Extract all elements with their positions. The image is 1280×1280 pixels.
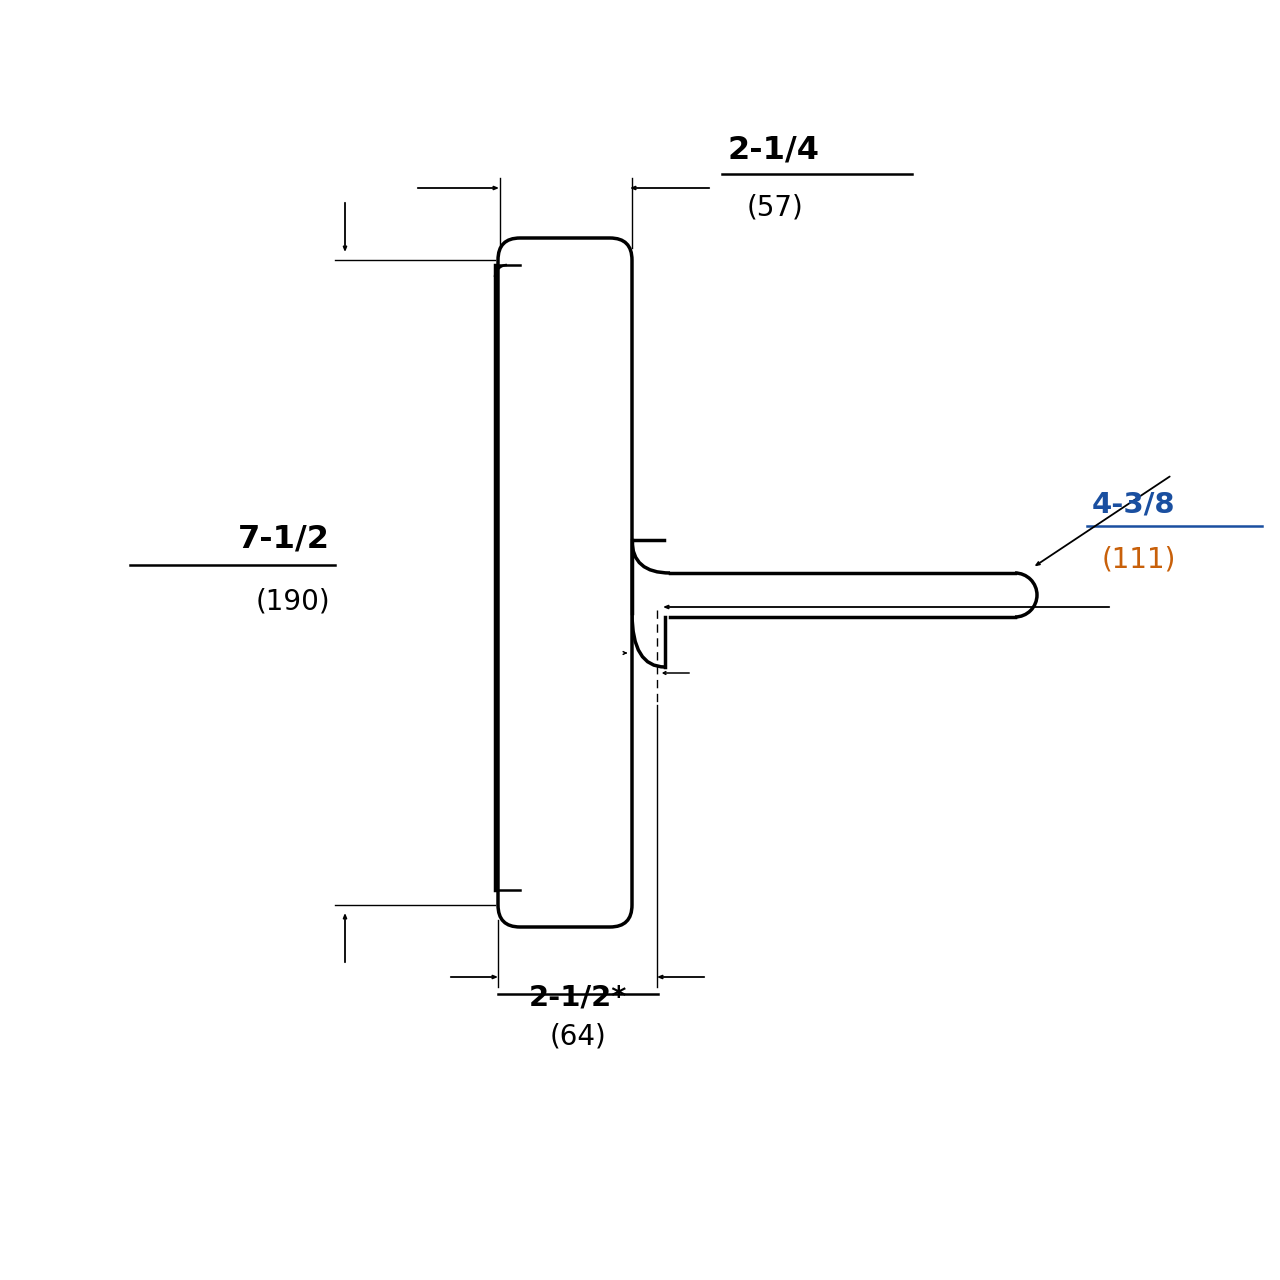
Text: 4-3/8: 4-3/8	[1092, 490, 1175, 518]
Text: (64): (64)	[549, 1023, 605, 1051]
FancyBboxPatch shape	[498, 238, 632, 927]
Text: (111): (111)	[1102, 545, 1176, 573]
Text: 2-1/2*: 2-1/2*	[529, 984, 627, 1012]
Text: 7-1/2: 7-1/2	[238, 524, 330, 554]
Text: (190): (190)	[256, 588, 330, 616]
Text: (57): (57)	[748, 193, 804, 221]
Text: 2-1/4: 2-1/4	[727, 134, 819, 166]
